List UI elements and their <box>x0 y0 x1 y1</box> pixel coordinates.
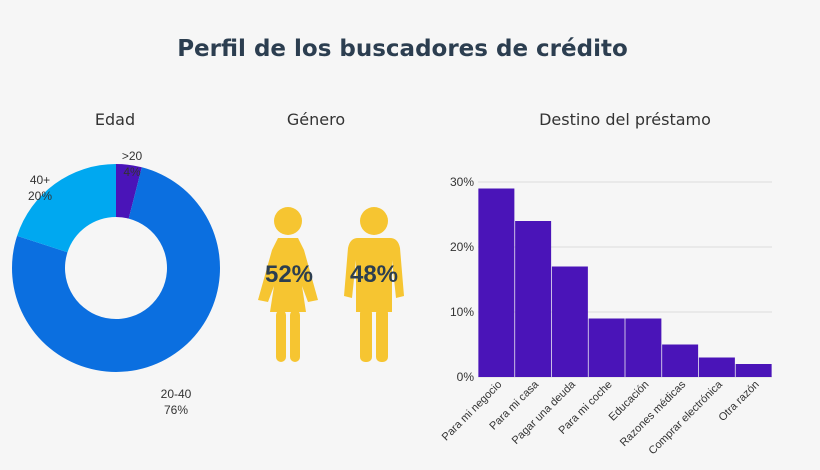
male-person-icon <box>344 207 404 362</box>
donut-slice-20-40 <box>11 167 220 372</box>
gender-chart-title: Género <box>286 110 346 129</box>
bar <box>588 318 625 377</box>
bar <box>698 357 735 377</box>
y-tick-label: 10% <box>450 305 474 319</box>
age-donut-chart: >20 4% 20-40 76% 40+ 20% <box>11 149 220 417</box>
y-tick-label: 0% <box>457 370 475 384</box>
donut-category-label: 40+ <box>30 173 50 187</box>
bar <box>478 188 515 377</box>
donut-value-label: 20% <box>28 189 52 203</box>
x-tick-label: Comprar electrónica <box>646 378 725 457</box>
bar <box>625 318 662 377</box>
male-percent-label: 48% <box>350 261 398 288</box>
page-title: Perfil de los buscadores de crédito <box>177 36 628 62</box>
x-tick-label: Otra razón <box>717 379 762 424</box>
bar <box>551 266 588 377</box>
donut-slice->20 <box>116 164 142 219</box>
gender-pictogram: 52% 48% <box>258 207 404 362</box>
donut-value-label: 76% <box>164 403 188 417</box>
donut-value-label: 4% <box>123 165 141 179</box>
donut-slice-40+ <box>17 164 117 253</box>
female-person-icon <box>258 207 318 362</box>
bar <box>735 364 772 377</box>
y-tick-label: 30% <box>450 175 474 189</box>
destination-chart-title: Destino del préstamo <box>539 110 711 129</box>
bar <box>662 344 699 377</box>
x-tick-label: Para mi negocio <box>440 379 504 444</box>
donut-category-label: 20-40 <box>161 387 192 401</box>
bar <box>515 221 552 377</box>
female-percent-label: 52% <box>265 261 313 288</box>
x-tick-label: Razones médicas <box>618 378 689 449</box>
donut-category-label: >20 <box>122 149 143 163</box>
y-tick-label: 20% <box>450 240 474 254</box>
age-chart-title: Edad <box>94 110 136 129</box>
x-tick-label: Pagar una deuda <box>510 378 579 447</box>
